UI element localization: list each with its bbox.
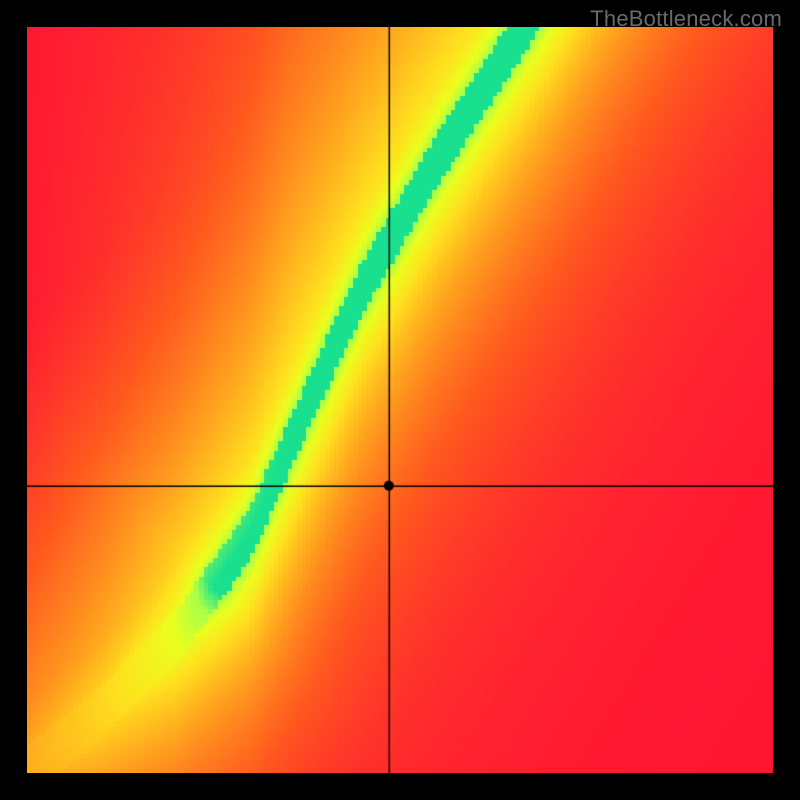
heatmap-canvas [27, 27, 773, 773]
figure-frame: TheBottleneck.com [0, 0, 800, 800]
plot-area [27, 27, 773, 773]
watermark-text: TheBottleneck.com [590, 6, 782, 32]
